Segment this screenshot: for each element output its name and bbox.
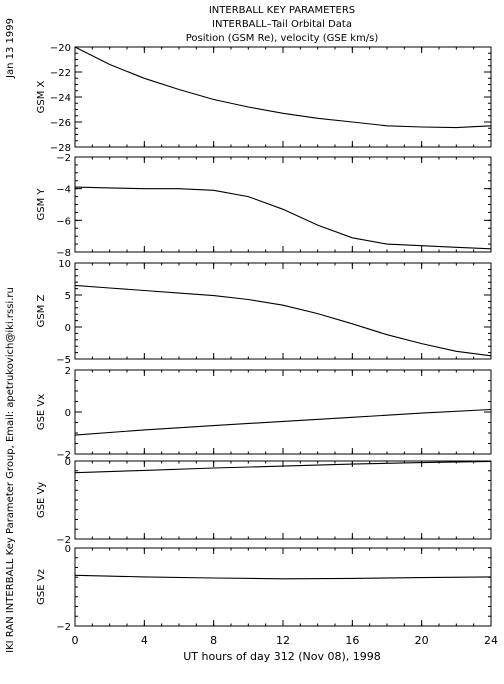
panel-frame-0 (74, 46, 492, 148)
y-tick-label: 2 (65, 366, 71, 377)
y-axis-label-1: GSM Y (36, 188, 47, 221)
y-tick-label: −2 (56, 153, 71, 164)
panel-frame-4 (74, 460, 492, 540)
y-tick-label: 0 (65, 408, 71, 419)
y-tick-label: 0 (65, 323, 71, 334)
y-axis-label-0: GSM X (36, 80, 47, 113)
series-line-5 (74, 574, 492, 580)
y-tick-label: −20 (50, 43, 71, 54)
y-axis-label-4: GSE Vy (36, 482, 47, 518)
x-tick-label: 12 (276, 634, 290, 647)
y-tick-label: −26 (50, 118, 71, 129)
y-tick-label: −6 (56, 216, 71, 227)
y-tick-label: −28 (50, 143, 71, 154)
y-axis-label-2: GSM Z (36, 294, 47, 327)
plot-date: Jan 13 1999 (5, 18, 16, 79)
y-tick-label: 0 (65, 457, 71, 468)
x-axis-label: UT hours of day 312 (Nov 08), 1998 (183, 650, 381, 663)
y-tick-label: −2 (56, 450, 71, 461)
title-line-2: INTERBALL–Tail Orbital Data (212, 19, 352, 30)
title-line-1: INTERBALL KEY PARAMETERS (209, 5, 355, 16)
y-axis-label-3: GSE Vx (36, 394, 47, 430)
y-tick-label: −8 (56, 248, 71, 259)
panel-frame-1 (74, 156, 492, 253)
y-tick-label: 5 (65, 291, 71, 302)
x-tick-label: 20 (415, 634, 429, 647)
panel-frame-3 (74, 369, 492, 455)
y-tick-label: −2 (56, 535, 71, 546)
y-tick-label: −2 (56, 622, 71, 633)
y-tick-label: −22 (50, 68, 71, 79)
panel-frame-5 (74, 547, 492, 627)
x-tick-label: 8 (210, 634, 217, 647)
series-line-4 (74, 460, 492, 474)
x-tick-label: 0 (72, 634, 79, 647)
y-tick-label: −24 (50, 93, 71, 104)
side-credit: IKI RAN INTERBALL Key Parameter Group, E… (5, 287, 16, 653)
y-tick-label: 0 (65, 544, 71, 555)
x-tick-label: 4 (141, 634, 148, 647)
title-line-3: Position (GSM Re), velocity (GSE km/s) (186, 33, 379, 44)
series-line-0 (74, 46, 492, 129)
y-tick-label: −4 (56, 185, 71, 196)
series-line-3 (74, 408, 492, 436)
series-line-1 (74, 186, 492, 250)
x-tick-label: 16 (345, 634, 359, 647)
y-tick-label: 10 (58, 259, 71, 270)
y-axis-label-5: GSE Vz (36, 569, 47, 605)
y-tick-label: −5 (56, 355, 71, 366)
x-tick-label: 24 (484, 634, 498, 647)
series-line-2 (74, 284, 492, 357)
